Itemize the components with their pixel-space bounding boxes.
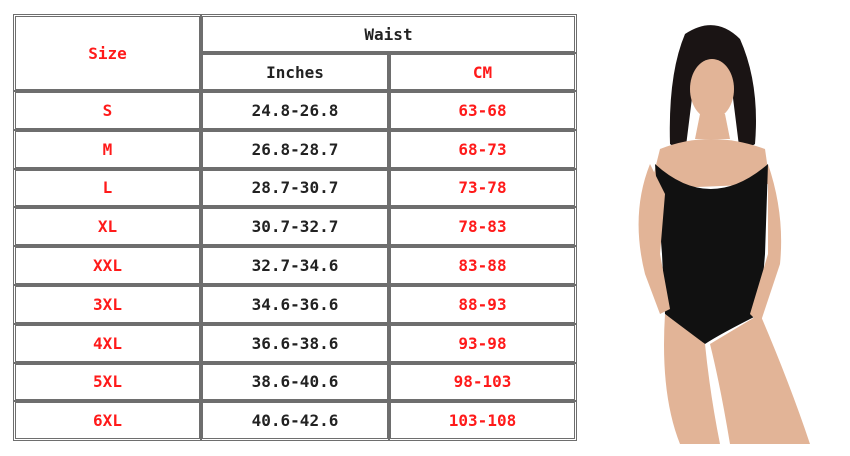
row-size-cell: 6XL (13, 400, 202, 442)
row-size-cell: S (13, 90, 202, 131)
row-inches-cell: 36.6-38.6 (200, 322, 390, 364)
row-size-cell: 5XL (13, 361, 202, 403)
row-size-cell: M (13, 128, 202, 170)
row-cm-cell: 73-78 (388, 167, 577, 209)
row-cm-cell: 98-103 (388, 361, 577, 403)
row-inches-cell: 26.8-28.7 (200, 128, 390, 170)
row-cm-cell: 88-93 (388, 284, 577, 325)
row-inches-cell: 24.8-26.8 (200, 90, 390, 131)
model-photo (638, 25, 810, 444)
row-cm-cell: 78-83 (388, 206, 577, 248)
row-inches-cell: 38.6-40.6 (200, 361, 390, 403)
waist-header: Waist (200, 14, 577, 54)
row-cm-cell: 68-73 (388, 128, 577, 170)
row-size-cell: XXL (13, 245, 202, 286)
inches-header: Inches (200, 52, 390, 92)
row-inches-cell: 28.7-30.7 (200, 167, 390, 209)
row-cm-cell: 93-98 (388, 322, 577, 364)
size-header: Size (13, 14, 202, 92)
row-inches-cell: 40.6-42.6 (200, 400, 390, 442)
row-cm-cell: 103-108 (388, 400, 577, 442)
size-chart-table: Size Waist Inches CM S 24.8-26.8 63-68 M 26.… (13, 14, 577, 442)
row-size-cell: L (13, 167, 202, 209)
row-size-cell: 3XL (13, 284, 202, 325)
row-inches-cell: 32.7-34.6 (200, 245, 390, 286)
row-inches-cell: 34.6-36.6 (200, 284, 390, 325)
row-cm-cell: 63-68 (388, 90, 577, 131)
row-inches-cell: 30.7-32.7 (200, 206, 390, 248)
cm-header: CM (388, 52, 577, 92)
row-size-cell: XL (13, 206, 202, 248)
row-size-cell: 4XL (13, 322, 202, 364)
row-cm-cell: 83-88 (388, 245, 577, 286)
